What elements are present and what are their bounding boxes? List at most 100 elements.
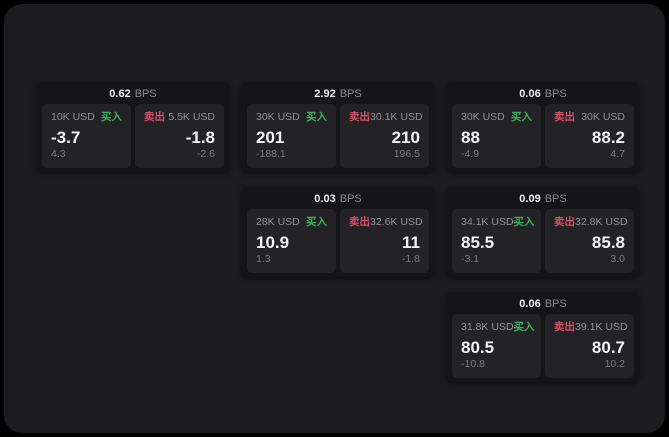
- sell-quote-panel[interactable]: 卖出 39.1K USD 80.7 10.2: [545, 314, 634, 378]
- sell-price: 210: [391, 128, 420, 147]
- sell-price: 88.2: [591, 128, 625, 147]
- sell-panel-top: 卖出 32.8K USD: [554, 216, 628, 229]
- sell-delta: 3.0: [610, 253, 625, 265]
- sell-panel-top: 卖出 32.6K USD: [349, 216, 423, 229]
- quote-panels: 31.8K USD 买入 80.5 -10.8 卖出 39.1K USD 80.…: [452, 314, 634, 378]
- bps-value: 2.92: [314, 88, 336, 100]
- bps-value: 0.06: [519, 88, 541, 100]
- quote-grid: 0.62 BPS 10K USD 买入 -3.7 4.3 卖出: [36, 82, 640, 382]
- bps-suffix-label: BPS: [339, 88, 362, 100]
- sell-side-label: 卖出: [349, 111, 370, 123]
- bps-value: 0.03: [314, 193, 336, 205]
- buy-quote-panel[interactable]: 10K USD 买入 -3.7 4.3: [42, 104, 131, 168]
- sell-quote-panel[interactable]: 卖出 32.8K USD 85.8 3.0: [545, 209, 634, 273]
- quote-panels: 28K USD 买入 10.9 1.3 卖出 32.6K USD 11 -1.8: [247, 209, 429, 273]
- buy-quote-panel[interactable]: 34.1K USD 买入 85.5 -3.1: [452, 209, 541, 273]
- buy-panel-top: 10K USD 买入: [51, 111, 122, 124]
- buy-size: 10K USD: [51, 111, 95, 123]
- buy-size: 34.1K USD: [461, 216, 514, 228]
- sell-side-label: 卖出: [554, 111, 575, 123]
- quote-card: 0.09 BPS 34.1K USD 买入 85.5 -3.1 卖出: [446, 187, 640, 277]
- buy-price: 80.5: [461, 338, 495, 357]
- buy-panel-top: 30K USD 买入: [461, 111, 532, 124]
- buy-quote-panel[interactable]: 31.8K USD 买入 80.5 -10.8: [452, 314, 541, 378]
- bps-value: 0.62: [109, 88, 131, 100]
- quote-panels: 10K USD 买入 -3.7 4.3 卖出 5.5K USD -1.8 -2.…: [42, 104, 224, 168]
- sell-price: -1.8: [185, 128, 215, 147]
- quote-card: 2.92 BPS 30K USD 买入 201 -188.1 卖出: [241, 82, 435, 172]
- buy-price: 201: [256, 128, 285, 147]
- buy-delta: 4.3: [51, 148, 66, 160]
- sell-size: 5.5K USD: [168, 111, 215, 123]
- buy-side-label: 买入: [306, 111, 327, 123]
- sell-quote-panel[interactable]: 卖出 5.5K USD -1.8 -2.6: [135, 104, 224, 168]
- sell-price: 11: [402, 233, 420, 252]
- bps-header: 2.92 BPS: [247, 86, 429, 102]
- buy-size: 30K USD: [461, 111, 505, 123]
- buy-delta: -3.1: [461, 253, 480, 265]
- buy-delta: 1.3: [256, 253, 271, 265]
- sell-price: 85.8: [591, 233, 625, 252]
- sell-panel-top: 卖出 39.1K USD: [554, 321, 628, 334]
- sell-delta: 196.5: [393, 148, 420, 160]
- bps-suffix-label: BPS: [339, 193, 362, 205]
- sell-panel-top: 卖出 5.5K USD: [144, 111, 215, 124]
- buy-side-label: 买入: [306, 216, 327, 228]
- buy-delta: -10.8: [461, 358, 485, 370]
- buy-panel-top: 31.8K USD 买入: [461, 321, 535, 334]
- buy-quote-panel[interactable]: 30K USD 买入 88 -4.9: [452, 104, 541, 168]
- sell-size: 39.1K USD: [575, 321, 628, 333]
- bps-header: 0.06 BPS: [452, 86, 634, 102]
- buy-price: -3.7: [51, 128, 81, 147]
- bps-header: 0.06 BPS: [452, 296, 634, 312]
- sell-panel-top: 卖出 30K USD: [554, 111, 625, 124]
- buy-side-label: 买入: [511, 111, 532, 123]
- sell-quote-panel[interactable]: 卖出 30.1K USD 210 196.5: [340, 104, 429, 168]
- sell-delta: 10.2: [604, 358, 625, 370]
- bps-suffix-label: BPS: [544, 298, 567, 310]
- buy-size: 31.8K USD: [461, 321, 514, 333]
- buy-side-label: 买入: [513, 216, 535, 228]
- bps-suffix-label: BPS: [134, 88, 157, 100]
- bps-suffix-label: BPS: [544, 88, 567, 100]
- quote-card: 0.06 BPS 31.8K USD 买入 80.5 -10.8 卖出: [446, 292, 640, 382]
- sell-price: 80.7: [591, 338, 625, 357]
- bps-header: 0.09 BPS: [452, 191, 634, 207]
- buy-price: 88: [461, 128, 480, 147]
- sell-delta: -1.8: [401, 253, 420, 265]
- buy-side-label: 买入: [513, 321, 535, 333]
- sell-delta: -2.6: [196, 148, 215, 160]
- sell-size: 30K USD: [581, 111, 625, 123]
- sell-side-label: 卖出: [144, 111, 165, 123]
- bps-header: 0.03 BPS: [247, 191, 429, 207]
- buy-price: 85.5: [461, 233, 495, 252]
- buy-panel-top: 34.1K USD 买入: [461, 216, 535, 229]
- buy-size: 30K USD: [256, 111, 300, 123]
- quote-card: 0.06 BPS 30K USD 买入 88 -4.9 卖出: [446, 82, 640, 172]
- sell-side-label: 卖出: [554, 321, 575, 333]
- buy-panel-top: 28K USD 买入: [256, 216, 327, 229]
- sell-delta: 4.7: [610, 148, 625, 160]
- bps-suffix-label: BPS: [544, 193, 567, 205]
- sell-size: 32.6K USD: [370, 216, 423, 228]
- buy-price: 10.9: [256, 233, 290, 252]
- quote-card: 0.62 BPS 10K USD 买入 -3.7 4.3 卖出: [36, 82, 230, 172]
- buy-quote-panel[interactable]: 30K USD 买入 201 -188.1: [247, 104, 336, 168]
- buy-side-label: 买入: [101, 111, 122, 123]
- sell-side-label: 卖出: [554, 216, 575, 228]
- buy-quote-panel[interactable]: 28K USD 买入 10.9 1.3: [247, 209, 336, 273]
- sell-quote-panel[interactable]: 卖出 30K USD 88.2 4.7: [545, 104, 634, 168]
- buy-size: 28K USD: [256, 216, 300, 228]
- sell-panel-top: 卖出 30.1K USD: [349, 111, 423, 124]
- bps-value: 0.06: [519, 298, 541, 310]
- quote-board: 0.62 BPS 10K USD 买入 -3.7 4.3 卖出: [4, 4, 665, 433]
- sell-side-label: 卖出: [349, 216, 370, 228]
- sell-size: 30.1K USD: [370, 111, 423, 123]
- quote-panels: 30K USD 买入 88 -4.9 卖出 30K USD 88.2 4.7: [452, 104, 634, 168]
- sell-quote-panel[interactable]: 卖出 32.6K USD 11 -1.8: [340, 209, 429, 273]
- buy-panel-top: 30K USD 买入: [256, 111, 327, 124]
- quote-panels: 30K USD 买入 201 -188.1 卖出 30.1K USD 210 1…: [247, 104, 429, 168]
- quote-card: 0.03 BPS 28K USD 买入 10.9 1.3 卖出: [241, 187, 435, 277]
- bps-value: 0.09: [519, 193, 541, 205]
